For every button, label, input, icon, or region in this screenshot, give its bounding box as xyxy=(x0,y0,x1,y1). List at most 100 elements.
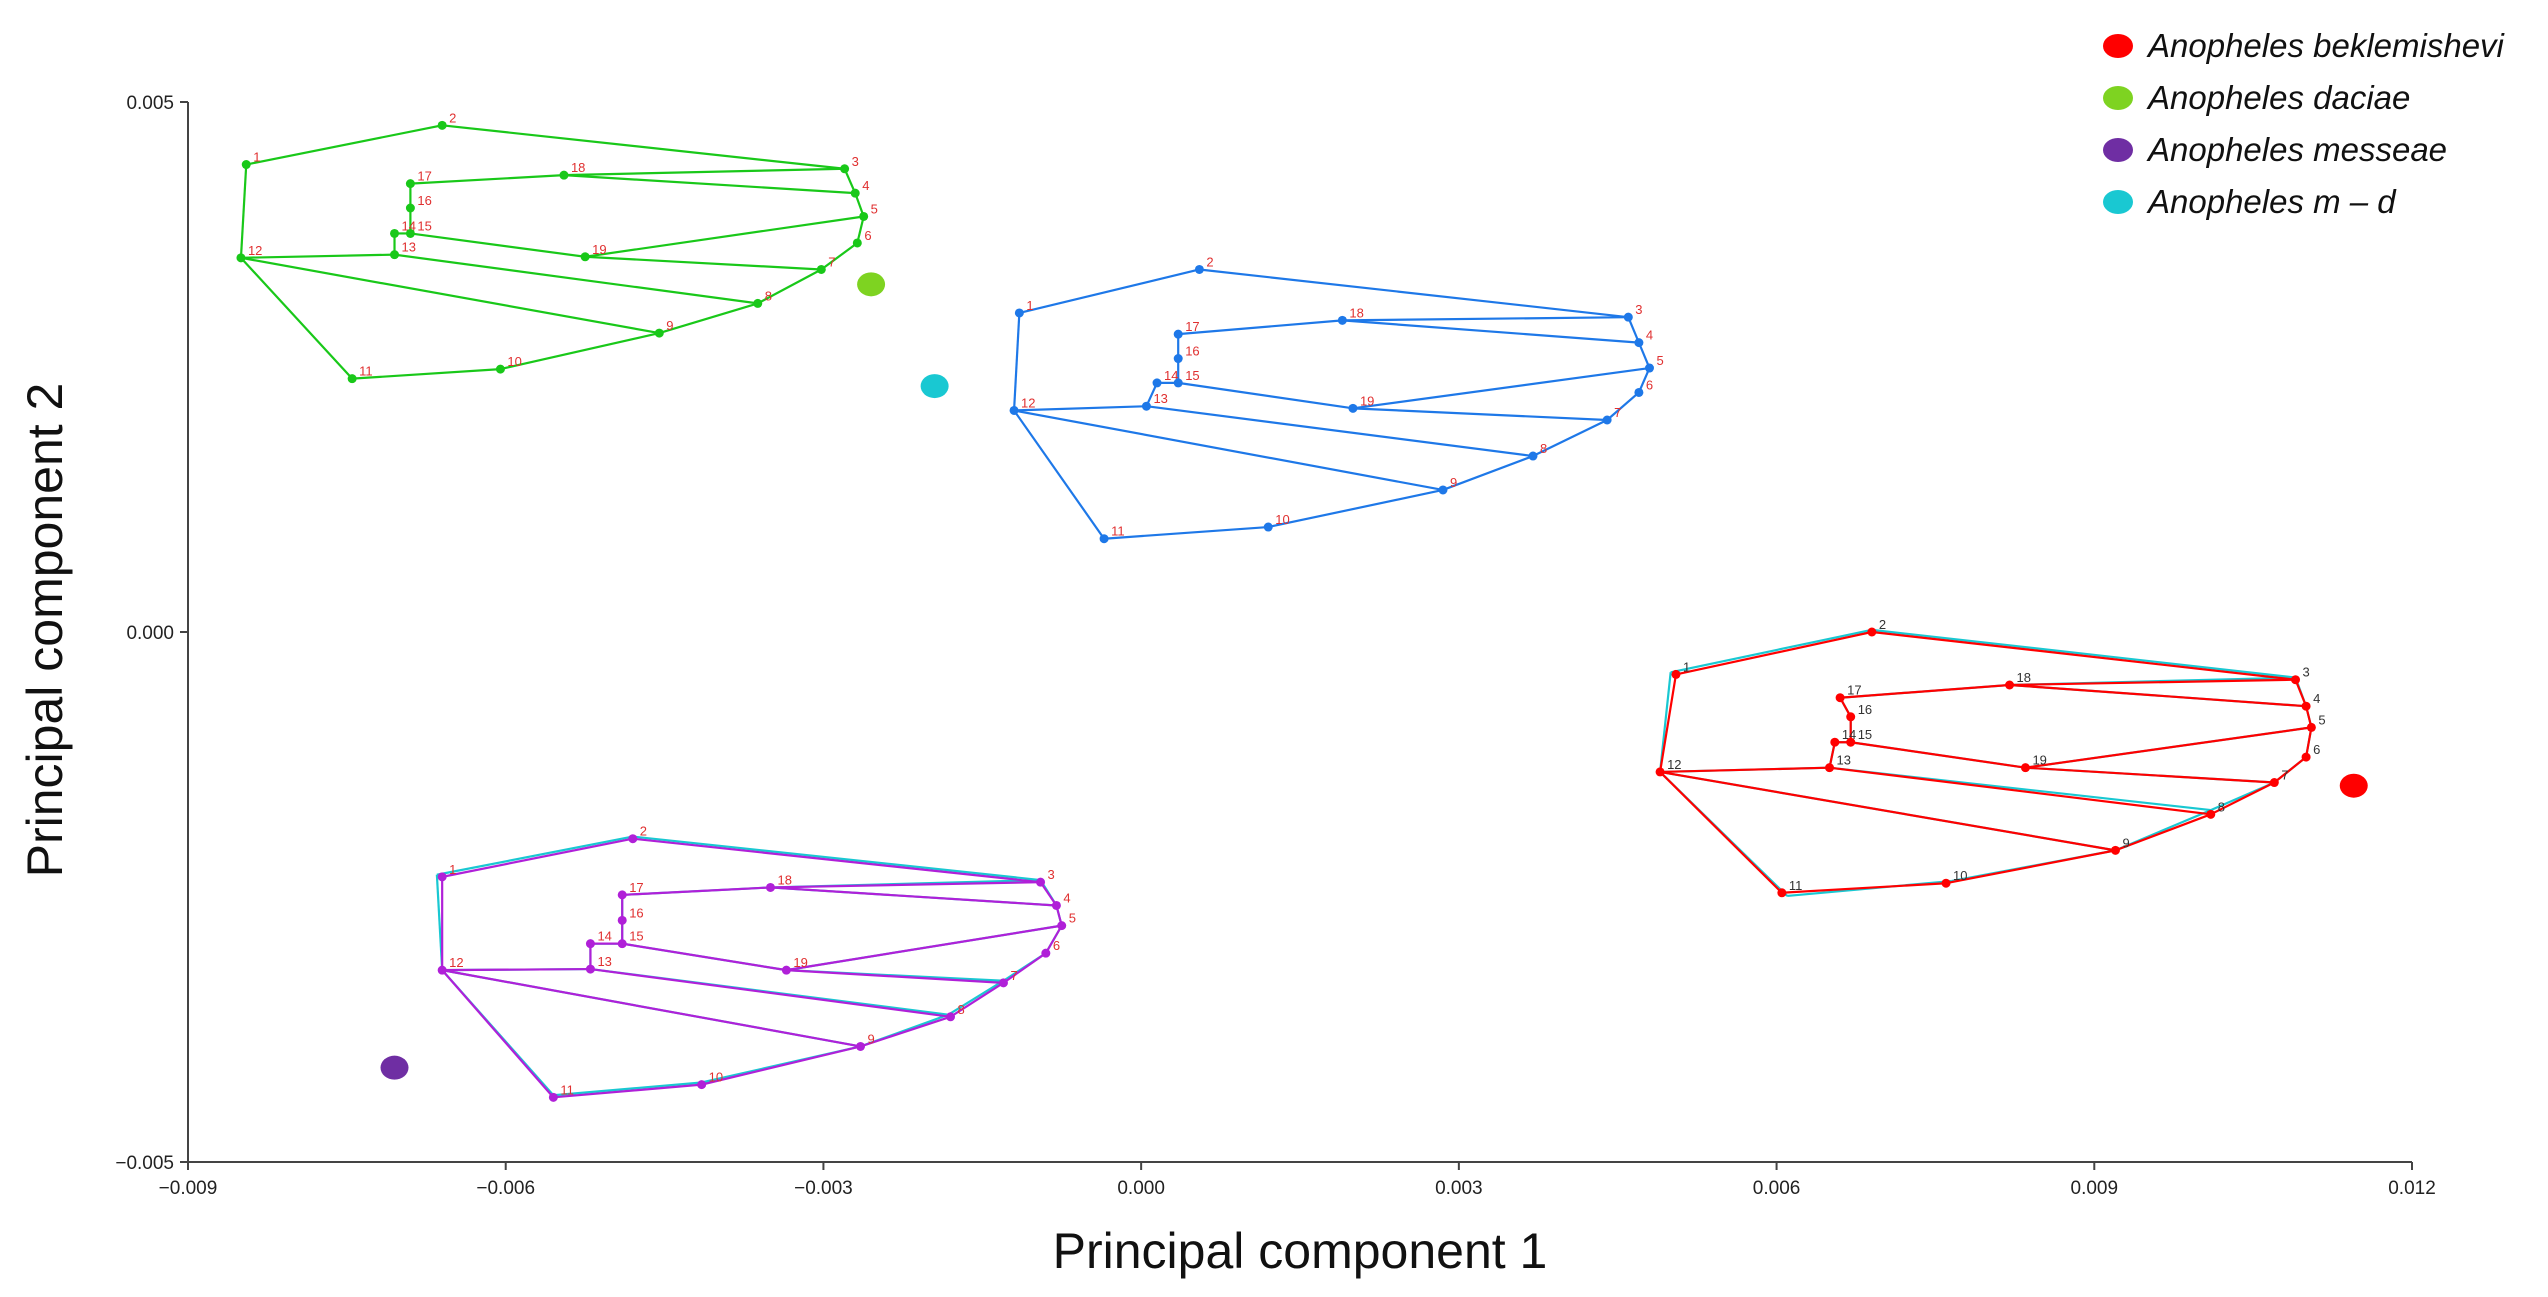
landmark-label: 3 xyxy=(1048,867,1055,882)
landmark-label: 17 xyxy=(1185,319,1199,334)
wing-edge xyxy=(410,174,565,185)
landmark-label: 2 xyxy=(449,110,456,125)
landmark-label: 11 xyxy=(1789,878,1803,893)
wing-edge xyxy=(1352,366,1650,410)
wing-edge xyxy=(622,942,787,972)
landmark-label: 8 xyxy=(2218,799,2225,814)
landmark-label: 16 xyxy=(1185,344,1199,359)
landmark-point xyxy=(405,203,415,213)
landmark-point xyxy=(437,965,447,975)
landmark-point xyxy=(1009,405,1019,415)
x-tick-label: 0.012 xyxy=(2388,1178,2436,1199)
landmark-point xyxy=(617,915,627,925)
landmark-label: 8 xyxy=(958,1002,965,1017)
landmark-point xyxy=(1141,401,1151,411)
wing-edge xyxy=(2025,766,2275,784)
wing-edge xyxy=(563,174,856,195)
landmark-point xyxy=(2306,722,2316,732)
wing-edge xyxy=(856,216,865,244)
landmark-label: 17 xyxy=(1847,683,1861,698)
landmark-label: 18 xyxy=(571,160,585,175)
landmark-label: 16 xyxy=(1858,702,1872,717)
landmark-point xyxy=(1602,415,1612,425)
landmark-point xyxy=(1036,877,1046,887)
wing-edge xyxy=(442,124,845,170)
wing-edge xyxy=(1342,319,1639,344)
legend-label: Anopheles messeae xyxy=(2146,131,2447,168)
legend-marker xyxy=(2103,34,2133,58)
wing-edge xyxy=(1014,405,1147,412)
wing-edge xyxy=(240,257,353,380)
landmark-label: 10 xyxy=(1275,512,1289,527)
y-tick-label: 0.005 xyxy=(126,93,174,114)
landmark-label: 2 xyxy=(1206,254,1213,269)
landmark-label: 4 xyxy=(862,178,869,193)
landmark-point xyxy=(998,978,1008,988)
landmark-label: 15 xyxy=(1858,727,1872,742)
y-tick-label: −0.005 xyxy=(115,1153,174,1174)
wing-edge xyxy=(757,268,822,305)
landmark-point xyxy=(347,374,357,384)
landmark-point xyxy=(781,965,791,975)
wing-edge xyxy=(1871,630,2296,681)
wing-edge xyxy=(1637,342,1651,369)
landmark-point xyxy=(437,872,447,882)
wing-edge xyxy=(441,969,555,1099)
landmark-point xyxy=(1830,737,1840,747)
x-tick-label: −0.009 xyxy=(159,1178,218,1199)
wing-edge xyxy=(1871,628,2296,679)
landmark-label: 16 xyxy=(629,905,643,920)
landmark-label: 1 xyxy=(253,150,260,165)
landmark-point xyxy=(390,228,400,238)
y-axis-title: Principal component 2 xyxy=(17,383,73,878)
landmark-point xyxy=(2206,809,2216,819)
wing-edge xyxy=(1002,952,1047,984)
landmark-point xyxy=(1173,378,1183,388)
wing-edge xyxy=(442,967,591,972)
landmark-label: 12 xyxy=(248,243,262,258)
wing-edge xyxy=(584,215,864,258)
wing-edge xyxy=(2009,678,2296,687)
landmark-point xyxy=(617,890,627,900)
landmark-point xyxy=(1041,948,1051,958)
landmark-label: 19 xyxy=(1360,393,1374,408)
wing-edge xyxy=(1675,630,1873,676)
landmark-label: 8 xyxy=(765,288,772,303)
wing-edge xyxy=(1829,766,2211,816)
wing-edge xyxy=(352,368,501,380)
wing-edge xyxy=(394,253,758,305)
wing-edge xyxy=(1103,525,1269,540)
wing-edge xyxy=(820,242,858,271)
landmark-point xyxy=(405,179,415,189)
centroid-marker xyxy=(920,374,949,399)
landmark-point xyxy=(390,250,400,260)
wing-edge xyxy=(1013,409,1105,540)
wing-edge xyxy=(240,253,395,259)
landmark-point xyxy=(2110,845,2120,855)
landmark-label: 6 xyxy=(1053,938,1060,953)
wing-edge xyxy=(1178,319,1343,336)
wing-edge xyxy=(2025,726,2312,769)
landmark-label: 18 xyxy=(2017,670,2031,685)
group-centroids xyxy=(380,272,2368,1080)
landmark-label: 19 xyxy=(2032,753,2046,768)
wing-edge xyxy=(701,1045,861,1086)
landmark-point xyxy=(855,1041,865,1051)
landmark-label: 6 xyxy=(1646,377,1653,392)
legend-label: Anopheles daciae xyxy=(2146,79,2410,116)
wing-edge xyxy=(1199,268,1629,319)
wing-edge xyxy=(553,1083,702,1099)
landmark-label: 5 xyxy=(871,201,878,216)
wing-edge xyxy=(1044,925,1063,954)
landmark-label: 10 xyxy=(709,1070,723,1085)
landmark-point xyxy=(1846,737,1856,747)
landmark-point xyxy=(1777,888,1787,898)
landmark-point xyxy=(1057,921,1067,931)
landmark-label: 11 xyxy=(359,364,373,379)
wing-edge xyxy=(947,979,1005,1016)
landmark-label: 3 xyxy=(852,154,859,169)
centroid-marker xyxy=(857,272,886,297)
landmark-label: 12 xyxy=(1667,757,1681,772)
landmark-label: 13 xyxy=(402,240,416,255)
